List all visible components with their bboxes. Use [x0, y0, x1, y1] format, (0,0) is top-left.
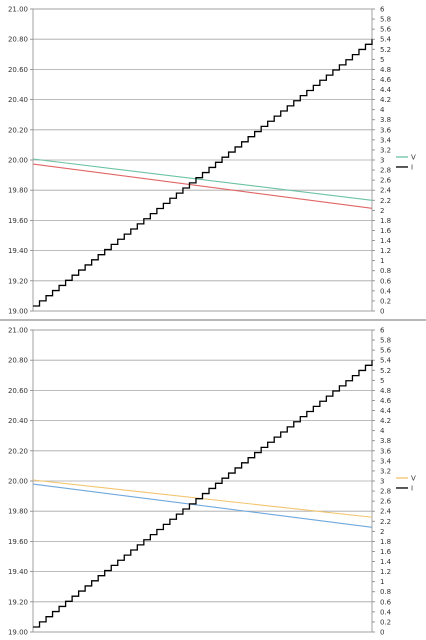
left-tick-label: 21.00 [8, 327, 28, 335]
right-tick-label: 2.4 [380, 187, 392, 195]
right-tick-label: 5 [380, 56, 384, 64]
right-tick-label: 4.4 [380, 407, 392, 415]
left-tick-label: 19.80 [8, 187, 28, 195]
right-tick-label: 5.6 [380, 347, 392, 355]
right-tick-label: 2.6 [380, 177, 392, 185]
left-tick-label: 19.80 [8, 508, 28, 516]
left-tick-label: 20.20 [8, 447, 28, 455]
right-tick-label: 0.4 [380, 608, 392, 616]
left-tick-label: 20.40 [8, 417, 28, 425]
right-tick-label: 1.6 [380, 548, 392, 556]
right-tick-label: 3.2 [380, 467, 391, 475]
left-tick-label: 20.80 [8, 357, 28, 365]
right-tick-label: 5.6 [380, 26, 392, 34]
right-tick-label: 6 [380, 6, 385, 14]
right-tick-label: 5 [380, 377, 384, 385]
right-tick-label: 2 [380, 528, 384, 536]
series-line-v [32, 158, 373, 201]
left-tick-label: 20.60 [8, 66, 28, 74]
right-tick-label: 4.2 [380, 417, 391, 425]
right-tick-label: 0.8 [380, 588, 391, 596]
right-tick-label: 4.8 [380, 387, 391, 395]
right-tick-label: 0.6 [380, 598, 392, 606]
right-tick-label: 3.6 [380, 126, 392, 134]
series-line-i [33, 360, 373, 628]
right-tick-label: 1.6 [380, 227, 392, 235]
right-tick-label: 5.8 [380, 16, 391, 24]
right-tick-label: 3.4 [380, 136, 392, 144]
right-tick-label: 4.8 [380, 66, 391, 74]
right-tick-label: 3 [380, 478, 384, 486]
right-tick-label: 1.8 [380, 217, 391, 225]
right-tick-label: 2.8 [380, 488, 391, 496]
legend-label-i: I [411, 484, 413, 492]
left-tick-label: 20.00 [8, 478, 28, 486]
right-tick-label: 0 [380, 308, 384, 316]
series-line-blue [32, 483, 373, 528]
right-tick-label: 1.8 [380, 538, 391, 546]
chart-top: 19.0019.2019.4019.6019.8020.0020.2020.40… [8, 6, 416, 316]
left-tick-label: 20.40 [8, 96, 28, 104]
right-tick-label: 4.6 [380, 397, 392, 405]
right-tick-label: 1.2 [380, 247, 391, 255]
right-tick-label: 5.2 [380, 367, 391, 375]
left-tick-label: 20.60 [8, 387, 28, 395]
legend-label-v: V [411, 474, 416, 482]
right-tick-label: 2 [380, 207, 384, 215]
right-tick-label: 5.4 [380, 36, 392, 44]
right-tick-label: 4 [380, 106, 385, 114]
right-tick-label: 1 [380, 578, 384, 586]
right-tick-label: 0.2 [380, 618, 391, 626]
right-tick-label: 4 [380, 427, 385, 435]
right-tick-label: 3.6 [380, 447, 392, 455]
left-tick-label: 19.20 [8, 598, 28, 606]
right-tick-label: 2.2 [380, 197, 391, 205]
left-tick-label: 20.20 [8, 126, 28, 134]
right-tick-label: 0.2 [380, 297, 391, 305]
right-tick-label: 0 [380, 629, 384, 637]
right-tick-label: 0.4 [380, 287, 392, 295]
right-tick-label: 2.2 [380, 518, 391, 526]
legend-label-i: I [411, 163, 413, 171]
chart-bottom: 19.0019.2019.4019.6019.8020.0020.2020.40… [8, 327, 416, 637]
right-tick-label: 2.8 [380, 167, 391, 175]
left-tick-label: 19.40 [8, 568, 28, 576]
right-tick-label: 0.8 [380, 267, 391, 275]
right-tick-label: 5.2 [380, 46, 391, 54]
left-tick-label: 19.20 [8, 277, 28, 285]
right-tick-label: 1.2 [380, 568, 391, 576]
left-tick-label: 19.40 [8, 247, 28, 255]
left-tick-label: 19.60 [8, 538, 28, 546]
right-tick-label: 6 [380, 327, 385, 335]
left-tick-label: 19.00 [8, 308, 28, 316]
panel-divider [0, 319, 426, 321]
right-tick-label: 4.2 [380, 96, 391, 104]
right-tick-label: 5.8 [380, 337, 391, 345]
series-line-red [32, 163, 373, 209]
right-tick-label: 3.4 [380, 457, 392, 465]
right-tick-label: 2.4 [380, 508, 392, 516]
right-tick-label: 4.4 [380, 86, 392, 94]
left-tick-label: 20.80 [8, 36, 28, 44]
left-tick-label: 19.00 [8, 629, 28, 637]
left-tick-label: 19.60 [8, 217, 28, 225]
right-tick-label: 3.8 [380, 437, 391, 445]
right-tick-label: 1 [380, 257, 384, 265]
left-tick-label: 20.00 [8, 157, 28, 165]
legend-label-v: V [411, 153, 416, 161]
right-tick-label: 3.8 [380, 116, 391, 124]
right-tick-label: 1.4 [380, 237, 392, 245]
right-tick-label: 5.4 [380, 357, 392, 365]
right-tick-label: 3.2 [380, 146, 391, 154]
right-tick-label: 4.6 [380, 76, 392, 84]
right-tick-label: 1.4 [380, 558, 392, 566]
series-line-i [33, 39, 373, 307]
right-tick-label: 3 [380, 157, 384, 165]
left-tick-label: 21.00 [8, 6, 28, 14]
right-tick-label: 2.6 [380, 498, 392, 506]
right-tick-label: 0.6 [380, 277, 392, 285]
